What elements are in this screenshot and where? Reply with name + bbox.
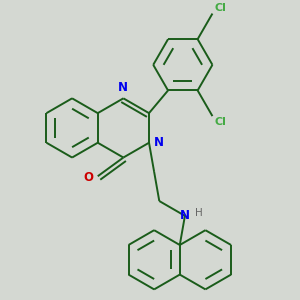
Text: N: N xyxy=(180,208,190,222)
Text: N: N xyxy=(118,81,128,94)
Text: H: H xyxy=(195,208,203,218)
Text: Cl: Cl xyxy=(215,3,226,13)
Text: O: O xyxy=(83,170,93,184)
Text: Cl: Cl xyxy=(215,117,226,127)
Text: N: N xyxy=(154,136,164,149)
